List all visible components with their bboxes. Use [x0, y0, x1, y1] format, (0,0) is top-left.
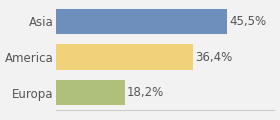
- Text: 45,5%: 45,5%: [230, 15, 267, 28]
- Bar: [56, 44, 193, 70]
- Text: 18,2%: 18,2%: [127, 86, 164, 99]
- Text: 36,4%: 36,4%: [195, 51, 233, 63]
- Bar: [56, 9, 227, 34]
- Bar: [56, 80, 125, 105]
